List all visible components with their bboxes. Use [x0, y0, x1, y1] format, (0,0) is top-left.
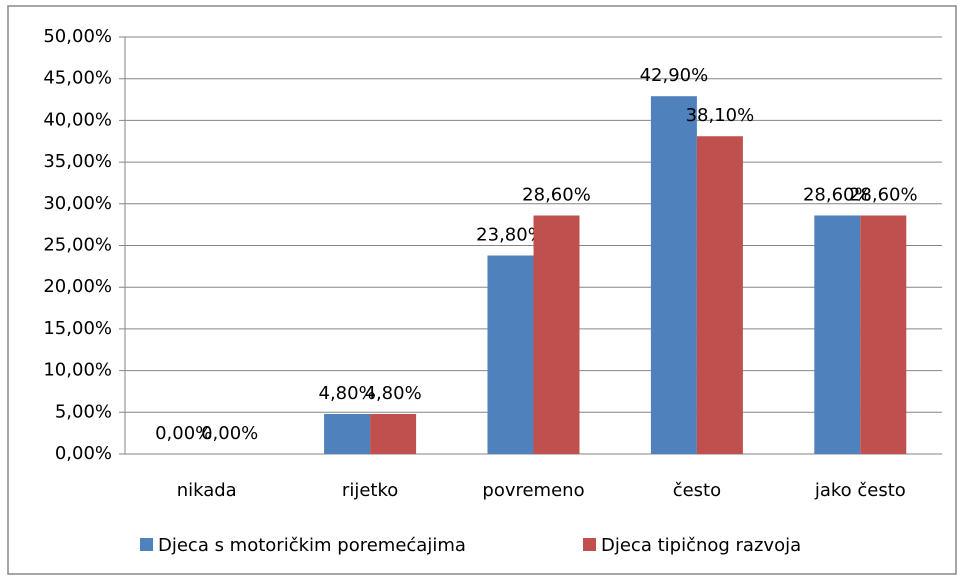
- y-tick-label: 50,00%: [43, 26, 112, 47]
- bar: [650, 96, 697, 455]
- bar: [814, 215, 861, 454]
- y-tick-label: 45,00%: [43, 68, 112, 89]
- y-tick-label: 25,00%: [43, 235, 112, 256]
- x-tick-label: povremeno: [482, 480, 584, 501]
- data-label: 0,00%: [201, 423, 258, 444]
- legend-label: Djeca tipičnog razvoja: [601, 535, 801, 556]
- x-tick-label: rijetko: [342, 480, 398, 501]
- data-label: 28,60%: [522, 184, 591, 205]
- legend-label: Djeca s motoričkim poremećajima: [158, 535, 466, 556]
- y-tick-label: 35,00%: [43, 151, 112, 172]
- legend-swatch: [140, 538, 153, 551]
- data-label: 42,90%: [640, 65, 709, 86]
- data-label: 28,60%: [849, 184, 918, 205]
- bar: [860, 215, 907, 454]
- data-label: 4,80%: [319, 383, 376, 404]
- chart-border: [7, 5, 957, 575]
- y-tick-label: 40,00%: [43, 109, 112, 130]
- bar: [696, 136, 743, 454]
- x-tick-label: često: [673, 480, 721, 501]
- y-tick-label: 10,00%: [43, 360, 112, 381]
- bar: [324, 413, 371, 454]
- data-label: 28,60%: [803, 184, 872, 205]
- y-tick-label: 5,00%: [55, 401, 112, 422]
- legend-swatch: [583, 538, 596, 551]
- bar: [370, 413, 417, 454]
- data-label: 0,00%: [155, 423, 212, 444]
- x-tick-label: jako često: [814, 480, 906, 501]
- data-label: 38,10%: [686, 105, 755, 126]
- x-tick-label: nikada: [177, 480, 237, 501]
- bar: [487, 255, 534, 454]
- bar: [533, 215, 580, 454]
- y-tick-label: 15,00%: [43, 318, 112, 339]
- y-tick-label: 20,00%: [43, 276, 112, 297]
- y-tick-label: 30,00%: [43, 193, 112, 214]
- data-label: 4,80%: [365, 383, 422, 404]
- data-label: 23,80%: [476, 225, 545, 246]
- y-tick-label: 0,00%: [55, 443, 112, 464]
